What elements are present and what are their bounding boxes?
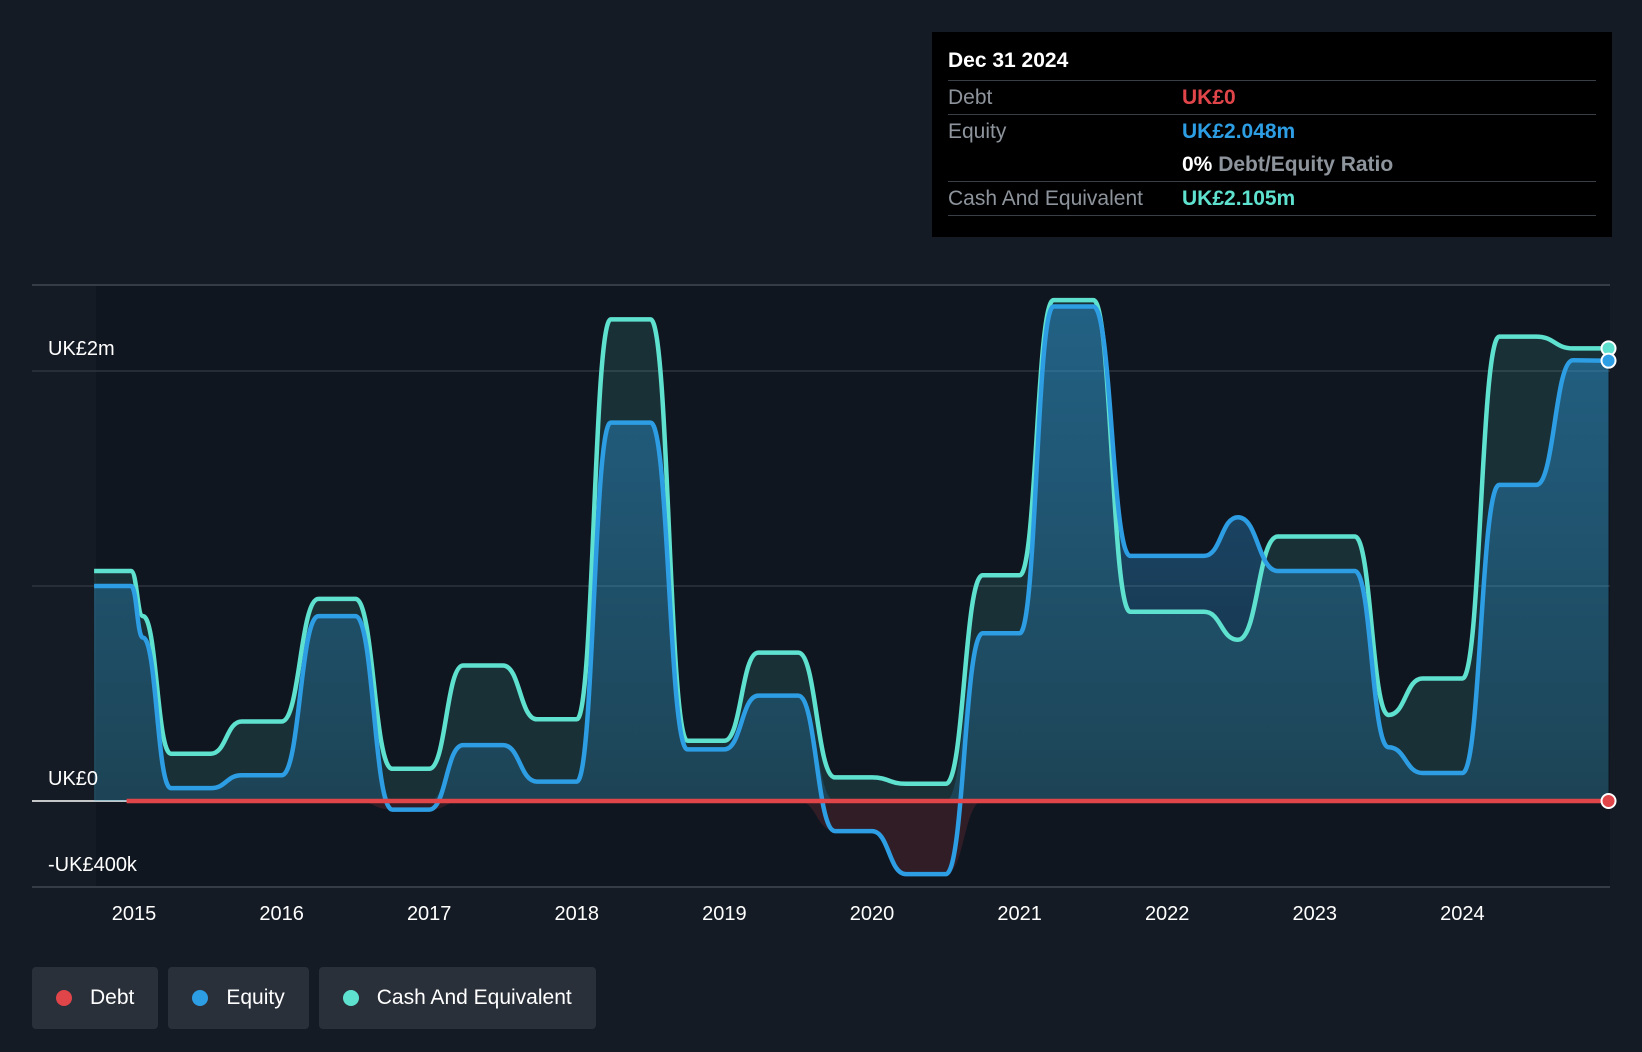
legend-dot-equity-icon [192, 990, 209, 1006]
tooltip-ratio-label: Debt/Equity Ratio [1218, 153, 1394, 176]
x-tick-label: 2021 [997, 903, 1042, 925]
x-tick-label: 2017 [407, 903, 452, 925]
x-tick-label: 2022 [1145, 903, 1190, 925]
x-tick-label: 2019 [702, 903, 747, 925]
y-tick-label: UK£2m [48, 338, 115, 360]
tooltip-cash-value: UK£2.105m [1182, 187, 1296, 210]
tooltip-debt-value: UK£0 [1182, 86, 1236, 109]
y-tick-label: UK£0 [48, 768, 98, 790]
legend-dot-cash-icon [342, 990, 359, 1006]
legend-dot-debt-icon [56, 990, 72, 1006]
tooltip-equity-value: UK£2.048m [1182, 120, 1296, 143]
x-tick-label: 2016 [259, 903, 304, 925]
legend-item-debt[interactable]: Debt [32, 967, 159, 1029]
tooltip-ratio-number: 0% [1182, 153, 1213, 176]
tooltip-panel: Dec 31 2024 Debt UK£0 Equity UK£2.048m 0… [932, 32, 1612, 237]
chart-legend: Debt Equity Cash And Equivalent [32, 967, 606, 1029]
debt-end-marker [1600, 793, 1617, 809]
tooltip-cash-label: Cash And Equivalent [948, 187, 1143, 210]
equity-area [94, 306, 1609, 801]
tooltip-date: Dec 31 2024 [948, 46, 1596, 81]
legend-label-cash: Cash And Equivalent [376, 986, 572, 1009]
legend-item-equity[interactable]: Equity [168, 967, 309, 1029]
tooltip-debt-label: Debt [948, 86, 993, 109]
cash-line [94, 297, 1609, 787]
tooltip-equity-row: Equity UK£2.048m [948, 115, 1596, 148]
y-tick-labels: UK£2m UK£0 -UK£400k [48, 338, 138, 876]
equity-end-marker [1600, 352, 1617, 369]
equity-line [94, 304, 1609, 877]
tooltip-ratio-value: 0% Debt/Equity Ratio [1182, 148, 1393, 181]
x-tick-label: 2023 [1293, 903, 1338, 925]
tooltip-ratio-spacer [948, 148, 1182, 181]
x-tick-label: 2020 [850, 903, 895, 925]
tooltip-equity-label: Equity [948, 120, 1007, 143]
x-tick-label: 2015 [112, 903, 157, 925]
tooltip-debt-row: Debt UK£0 [948, 81, 1596, 115]
tooltip-ratio-row: 0% Debt/Equity Ratio [948, 148, 1596, 182]
negative-equity-area [94, 801, 1609, 875]
x-tick-label: 2024 [1440, 903, 1485, 925]
y-tick-label: -UK£400k [48, 854, 138, 876]
x-tick-labels: 2015 2016 2017 2018 2019 2020 2021 2022 2023 2024 [112, 903, 1485, 925]
legend-item-cash[interactable]: Cash And Equivalent [318, 967, 596, 1029]
x-tick-label: 2018 [555, 903, 600, 925]
tooltip-cash-row: Cash And Equivalent UK£2.105m [948, 182, 1596, 216]
end-markers [1600, 340, 1617, 809]
legend-label-debt: Debt [90, 986, 135, 1009]
legend-label-equity: Equity [226, 986, 285, 1009]
